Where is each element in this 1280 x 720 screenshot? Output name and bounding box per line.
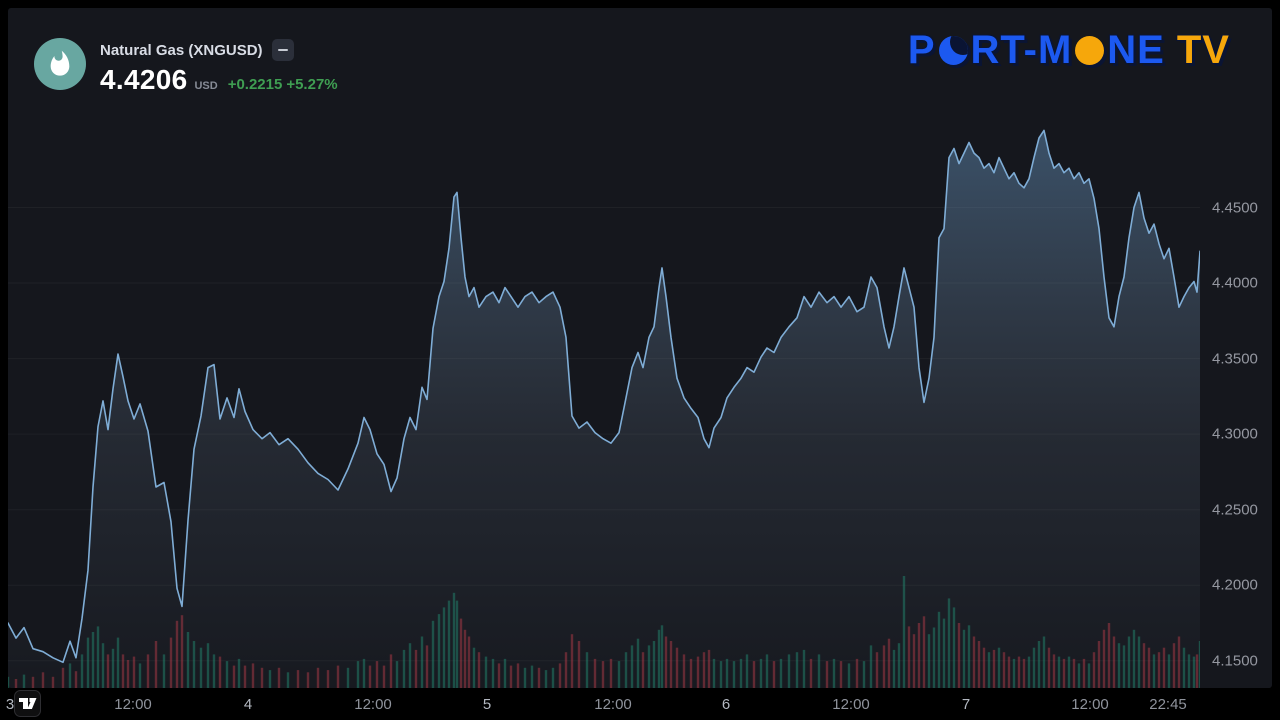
change-absolute: +0.2215 <box>227 76 283 93</box>
price-line <box>8 129 1200 664</box>
time-axis-label: 12:00 <box>354 696 392 713</box>
symbol-info: Natural Gas (XNGUSD) 4.4206 USD +0.2215 +… <box>100 38 342 96</box>
price-chart-canvas[interactable] <box>8 8 1200 688</box>
chart-panel: 4.4500 4.4000 4.3500 4.3000 4.2500 4.2000 4.15… <box>8 8 1272 688</box>
price-axis-label: 4.1500 <box>1212 652 1258 670</box>
time-axis[interactable]: 3 12:00 4 12:00 5 12:00 6 12:00 7 12:00 22:45 <box>5 688 1272 720</box>
time-axis-label: 22:45 <box>1149 696 1187 713</box>
logo-text: NE <box>1107 28 1165 72</box>
price-axis-label: 4.4500 <box>1212 199 1258 216</box>
logo-text: P <box>907 28 936 72</box>
time-axis-label: 4 <box>243 696 253 713</box>
symbol-header: Natural Gas (XNGUSD) 4.4206 USD +0.2215 +… <box>34 38 342 96</box>
chart-plot[interactable] <box>8 8 1200 688</box>
time-axis-label: 6 <box>721 696 731 713</box>
price-axis-label: 4.4000 <box>1212 274 1258 292</box>
currency-label: USD <box>194 80 218 92</box>
price-axis[interactable]: 4.4500 4.4000 4.3500 4.3000 4.2500 4.2000 4.15… <box>1200 8 1272 688</box>
portmone-tv-logo: P RT-M NE TV <box>908 30 1230 70</box>
logo-text: RT-M <box>970 28 1073 72</box>
volume-bars <box>8 576 1200 688</box>
price-axis-label: 4.3000 <box>1212 425 1258 443</box>
tradingview-logo[interactable] <box>14 690 41 717</box>
area-fill <box>8 130 1200 688</box>
moon-icon <box>938 36 968 65</box>
collapse-button[interactable] <box>271 39 294 61</box>
price-axis-label: 4.3500 <box>1212 350 1258 368</box>
orange-dot-icon <box>1075 36 1105 65</box>
last-price: 4.4206 <box>100 64 188 95</box>
time-axis-label: 5 <box>482 696 492 713</box>
time-axis-label: 3 <box>5 696 15 713</box>
flame-icon <box>34 38 86 90</box>
time-axis-label: 7 <box>961 696 971 713</box>
price-change: +0.2215 +5.27% <box>228 76 342 93</box>
time-axis-label: 12:00 <box>594 696 632 713</box>
price-axis-label: 4.2500 <box>1212 501 1258 519</box>
price-axis-label: 4.2000 <box>1212 576 1258 594</box>
time-axis-label: 12:00 <box>1071 696 1109 713</box>
minus-icon <box>277 49 288 51</box>
logo-tv-text: TV <box>1176 28 1230 72</box>
symbol-title[interactable]: Natural Gas (XNGUSD) <box>100 41 263 59</box>
time-axis-label: 12:00 <box>832 696 870 713</box>
change-percent: +5.27% <box>286 76 338 93</box>
time-axis-label: 12:00 <box>114 696 152 713</box>
